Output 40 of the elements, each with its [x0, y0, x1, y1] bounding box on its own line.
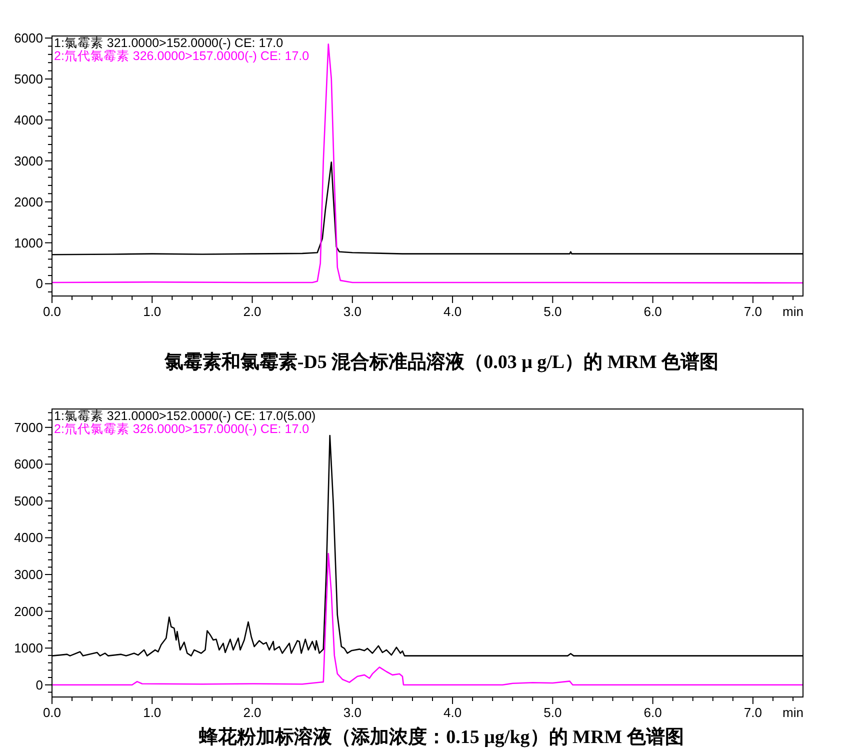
x-tick-label: 0.0: [42, 304, 62, 319]
x-tick-label: 2.0: [243, 705, 262, 720]
x-tick-label: 3.0: [343, 705, 362, 720]
x-tick-label: 1.0: [143, 705, 162, 720]
x-tick-label: 7.0: [744, 705, 762, 720]
y-tick-label: 6000: [14, 456, 43, 472]
series-label: 2:氘代氯霉素 326.0000>157.0000(-) CE: 17.0: [54, 49, 310, 63]
x-axis-title: min: [782, 705, 804, 720]
y-tick-label: 1000: [14, 235, 43, 250]
y-tick-label: 4000: [14, 530, 43, 546]
text: 1:氯霉素 321.0000>152.0000(-) CE: 17.0: [54, 36, 284, 50]
x-tick-label: 6.0: [644, 705, 662, 720]
y-tick-label: 3000: [14, 567, 43, 582]
y-tick-label: 7000: [14, 420, 43, 435]
x-tick-label: 4.0: [443, 705, 462, 720]
x-tick-label: 7.0: [744, 304, 762, 319]
y-tick-label: 3000: [14, 153, 43, 168]
x-tick-label: 0.0: [42, 705, 62, 720]
line-series: [52, 552, 803, 686]
y-tick-label: 1000: [14, 640, 43, 656]
y-tick-label: 0: [36, 677, 43, 692]
x-tick-label: 6.0: [644, 304, 662, 319]
series-label: 1:氯霉素 321.0000>152.0000(-) CE: 17.0(5.00): [54, 409, 316, 423]
text: 氯霉素和氯霉素-D5 混合标准品溶液（0.03 μ g/L）的 MRM 色谱图: [163, 351, 719, 373]
text: 蜂花粉加标溶液（添加浓度：0.15 μg/kg）的 MRM 色谱图: [198, 726, 684, 748]
x-tick-label: 2.0: [243, 304, 262, 319]
y-tick-label: 4000: [14, 112, 43, 128]
y-tick-label: 2000: [14, 194, 43, 210]
x-tick-label: 5.0: [544, 304, 562, 319]
x-tick-label: 3.0: [343, 304, 362, 319]
text: 2:氘代氯霉素 326.0000>157.0000(-) CE: 17.0: [54, 422, 310, 436]
y-tick-label: 2000: [14, 604, 43, 619]
y-tick-label: 0: [36, 276, 43, 292]
x-tick-label: 1.0: [143, 304, 162, 319]
x-tick-label: 5.0: [544, 705, 562, 720]
x-tick-label: 4.0: [443, 304, 462, 319]
x-axis-title: min: [782, 304, 804, 319]
y-tick-label: 5000: [14, 493, 43, 508]
y-tick-label: 6000: [14, 30, 43, 46]
y-tick-label: 5000: [14, 71, 43, 86]
